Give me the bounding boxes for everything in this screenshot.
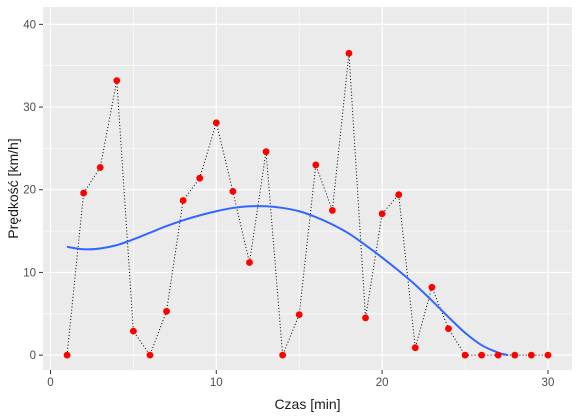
- data-point: [163, 307, 170, 315]
- plot-panel: [43, 7, 572, 370]
- data-point: [279, 351, 287, 359]
- minor-gridlines: [43, 7, 572, 370]
- axis-ticks: 0 10 20 30 0 10 20 30 40: [23, 19, 554, 389]
- data-point: [212, 119, 220, 127]
- y-tick-label: 0: [30, 350, 36, 362]
- data-point: [229, 187, 237, 195]
- data-point: [179, 197, 187, 204]
- dotted-connector-line: [66, 53, 548, 357]
- major-gridlines: [43, 7, 572, 370]
- smooth-trend-line: [66, 205, 509, 357]
- x-tick-label: 30: [542, 377, 555, 389]
- x-tick-label: 20: [376, 377, 389, 389]
- data-point: [395, 191, 403, 199]
- x-tick-label: 0: [47, 377, 53, 389]
- y-tick-label: 10: [23, 267, 36, 279]
- data-point: [312, 161, 320, 169]
- y-axis-title: Prędkość [km/h]: [5, 138, 21, 238]
- data-point: [511, 351, 519, 359]
- data-point: [146, 351, 154, 359]
- series-layer: [63, 49, 552, 359]
- data-point: [196, 174, 204, 182]
- data-point: [129, 327, 137, 335]
- data-point: [478, 351, 486, 359]
- data-point: [345, 49, 353, 57]
- data-point: [527, 351, 535, 359]
- data-point: [262, 148, 270, 156]
- x-tick-label: 10: [210, 377, 223, 389]
- data-point: [113, 77, 121, 84]
- y-tick-label: 40: [23, 19, 36, 31]
- data-point: [461, 351, 469, 359]
- data-point: [96, 164, 104, 171]
- data-point: [295, 311, 303, 318]
- y-tick-label: 20: [23, 185, 36, 197]
- data-point: [63, 351, 71, 359]
- x-axis-title: Czas [min]: [274, 396, 340, 412]
- data-point: [411, 344, 419, 352]
- data-point: [246, 259, 253, 266]
- data-point: [544, 351, 552, 359]
- data-point: [378, 210, 386, 218]
- data-point: [362, 314, 369, 322]
- data-point: [328, 207, 336, 214]
- data-point: [445, 325, 452, 333]
- data-point: [428, 283, 436, 291]
- y-tick-label: 30: [23, 102, 36, 114]
- data-point: [80, 189, 88, 197]
- data-point: [494, 351, 502, 359]
